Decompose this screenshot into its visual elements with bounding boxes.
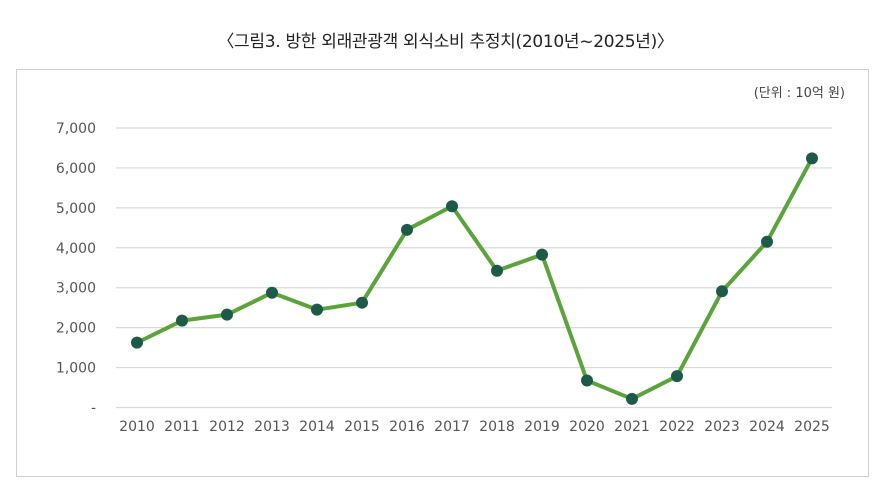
y-axis: - 1,000 2,000 3,000 4,000 5,000 6,000 7,000 [56,121,96,417]
y-tick-label: 6,000 [56,161,96,177]
x-tick-label: 2019 [524,419,560,435]
data-point [221,308,233,321]
x-tick-label: 2020 [569,419,605,435]
x-axis: 2010 2011 2012 2013 2014 2015 2016 2017 2018 2019… [119,419,830,435]
data-point [761,235,773,248]
data-point [446,200,458,213]
x-tick-label: 2016 [389,419,425,435]
x-tick-label: 2015 [344,419,380,435]
x-tick-label: 2025 [794,419,830,435]
data-point [491,264,503,277]
chart-frame [16,69,869,477]
data-point [401,223,413,236]
data-point [131,336,143,349]
x-tick-label: 2021 [614,419,650,435]
data-point [536,248,548,261]
x-tick-label: 2022 [659,419,695,435]
data-point [716,285,728,298]
data-point [671,370,683,383]
x-tick-label: 2012 [209,419,245,435]
unit-label: (단위 : 10억 원) [753,86,845,101]
x-tick-label: 2017 [434,419,470,435]
x-tick-label: 2011 [164,419,200,435]
x-tick-label: 2024 [749,419,785,435]
x-tick-label: 2010 [119,419,155,435]
x-tick-label: 2018 [479,419,515,435]
data-line [136,157,814,401]
data-point [176,314,188,327]
x-tick-label: 2023 [704,419,740,435]
data-point [311,303,323,316]
y-tick-label: 4,000 [56,241,96,257]
data-point [581,374,593,387]
y-tick-label: 2,000 [56,321,96,337]
y-tick-label: - [91,401,96,417]
y-tick-label: 3,000 [56,281,96,297]
chart-title: 〈그림3. 방한 외래관광객 외식소비 추정치(2010년~2025년)〉 [217,32,674,52]
data-point [266,286,278,299]
x-tick-label: 2013 [254,419,290,435]
y-tick-label: 1,000 [56,361,96,377]
x-tick-label: 2014 [299,419,335,435]
data-point [806,152,818,165]
y-tick-label: 7,000 [56,121,96,137]
gridlines [116,127,832,409]
y-tick-label: 5,000 [56,201,96,217]
data-markers [131,152,818,405]
data-point [356,296,368,309]
data-point [626,392,638,405]
